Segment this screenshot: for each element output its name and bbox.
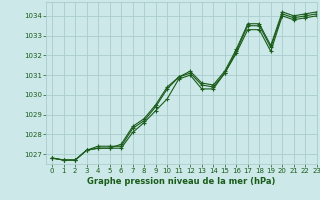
X-axis label: Graphe pression niveau de la mer (hPa): Graphe pression niveau de la mer (hPa)	[87, 177, 276, 186]
